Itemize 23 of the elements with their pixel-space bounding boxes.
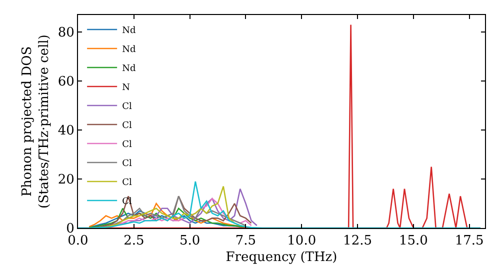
legend-label: Cl (122, 102, 132, 112)
y-tick-label: 20 (58, 172, 74, 188)
x-tick-label: 0.0 (68, 234, 88, 249)
legend-label: Nd (122, 64, 136, 74)
x-tick-label: 15.0 (398, 234, 428, 249)
legend-label: N (122, 83, 130, 94)
x-tick-label: 17.5 (454, 234, 484, 249)
x-tick-label: 7.5 (235, 234, 256, 249)
legend-label: Nd (122, 45, 136, 56)
legend-label: Nd (122, 26, 136, 36)
y-axis-title: Phonon projected DOS (States/THz·primitive cell) (20, 34, 52, 209)
x-tick-label: 10.0 (287, 234, 316, 249)
x-tick-label: 5.0 (179, 234, 200, 249)
legend-label: Cl (122, 178, 132, 188)
x-tick-label: 12.5 (343, 234, 372, 249)
x-axis-title: Frequency (THz) (226, 250, 338, 266)
legend-label: Cl (122, 140, 132, 150)
y-tick-label: 80 (58, 26, 74, 41)
y-tick-label: 60 (58, 74, 74, 90)
legend-label: Cl (122, 121, 132, 132)
legend-label: Cl (122, 159, 132, 170)
y-tick-label: 40 (58, 124, 74, 139)
x-tick-label: 2.5 (124, 234, 144, 249)
